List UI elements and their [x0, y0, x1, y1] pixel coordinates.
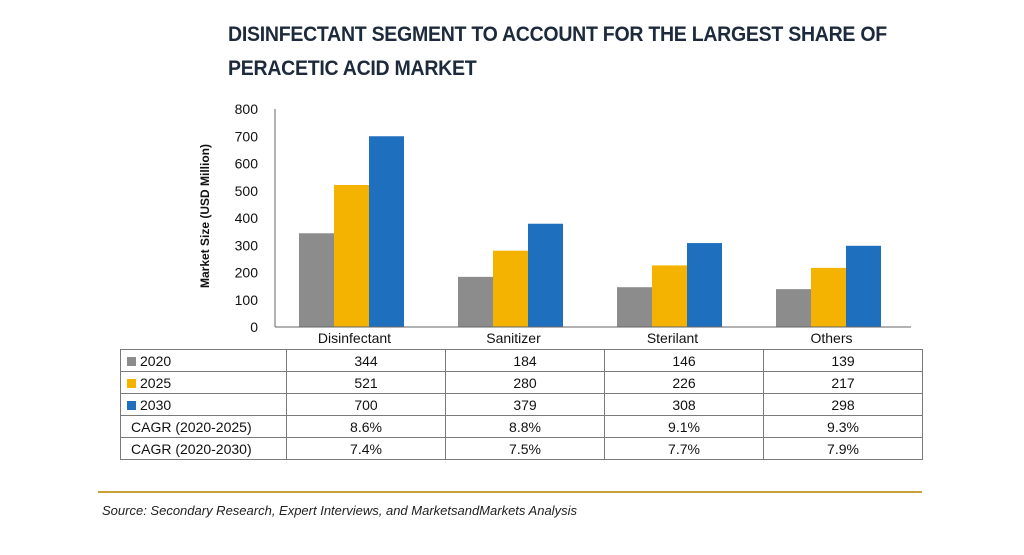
table-cell: 521 — [286, 371, 446, 394]
y-tick-label: 500 — [235, 183, 259, 199]
row-label-text: CAGR (2020-2025) — [131, 418, 252, 435]
category-label: Disinfectant — [318, 330, 391, 346]
bar-2020-others — [776, 289, 811, 327]
table-cell: 139 — [763, 349, 923, 372]
bar-2020-sanitizer — [458, 276, 493, 327]
y-axis-ticks: 0 100 200 300 400 500 600 700 800 — [235, 101, 259, 335]
y-tick-label: 600 — [235, 156, 259, 172]
table-cell: 344 — [286, 349, 446, 372]
bar-2025-sterilant — [652, 265, 687, 327]
category-label: Sanitizer — [486, 330, 541, 346]
table-cell: 379 — [445, 393, 605, 416]
table-cell: 7.7% — [604, 437, 764, 460]
bar-2025-sanitizer — [493, 250, 528, 327]
row-label: CAGR (2020-2030) — [120, 437, 287, 460]
row-label: 2030 — [120, 393, 287, 416]
y-tick-label: 400 — [235, 210, 259, 226]
table-cell: 217 — [763, 371, 923, 394]
row-label: 2025 — [120, 371, 287, 394]
table-cell: 7.5% — [445, 437, 605, 460]
legend-swatch — [127, 400, 136, 410]
bar-2030-sanitizer — [528, 223, 563, 327]
bar-2030-sterilant — [687, 243, 722, 327]
table-cell: 8.6% — [286, 415, 446, 438]
y-tick-label: 700 — [235, 128, 259, 144]
bar-2030-others — [846, 245, 881, 327]
table-cell: 184 — [445, 349, 605, 372]
y-tick-label: 200 — [235, 265, 259, 281]
table-cell: 9.3% — [763, 415, 923, 438]
bar-2025-disinfectant — [334, 185, 369, 327]
y-tick-label: 0 — [250, 319, 258, 335]
source-note: Source: Secondary Research, Expert Inter… — [102, 503, 577, 518]
category-labels: Disinfectant Sanitizer Sterilant Others — [318, 330, 853, 346]
table-cell: 280 — [445, 371, 605, 394]
table-cell: 9.1% — [604, 415, 764, 438]
row-label-text: 2020 — [140, 352, 172, 369]
row-label: CAGR (2020-2025) — [120, 415, 287, 438]
table-cell: 8.8% — [445, 415, 605, 438]
table-row-2030: 2030 700 379 308 298 — [120, 393, 923, 416]
table-cell: 146 — [604, 349, 764, 372]
category-label: Others — [810, 330, 852, 346]
table-cell: 308 — [604, 393, 764, 416]
legend-swatch — [127, 356, 136, 366]
chart-title: DISINFECTANT SEGMENT TO ACCOUNT FOR THE … — [228, 23, 887, 80]
row-label: 2020 — [120, 349, 287, 372]
y-tick-label: 800 — [235, 101, 259, 117]
row-label-text: CAGR (2020-2030) — [131, 440, 252, 457]
bar-2020-disinfectant — [299, 233, 334, 327]
row-label-text: 2025 — [140, 374, 172, 391]
y-tick-label: 300 — [235, 237, 259, 253]
table-cell: 298 — [763, 393, 923, 416]
category-label: Sterilant — [647, 330, 698, 346]
table-cell: 7.9% — [763, 437, 923, 460]
table-row-2025: 2025 521 280 226 217 — [120, 371, 923, 394]
y-tick-label: 100 — [235, 292, 259, 308]
bar-2030-disinfectant — [369, 136, 404, 327]
table-row-cagr: CAGR (2020-2030) 7.4% 7.5% 7.7% 7.9% — [120, 437, 923, 460]
table-row-cagr: CAGR (2020-2025) 8.6% 8.8% 9.1% 9.3% — [120, 415, 923, 438]
data-table: 2020 344 184 146 139 2025 521 280 226 217 2030 700 3… — [120, 349, 923, 460]
y-axis-label: Market Size (USD Million) — [198, 144, 212, 288]
axes — [274, 109, 911, 328]
table-cell: 226 — [604, 371, 764, 394]
table-cell: 700 — [286, 393, 446, 416]
table-cell: 7.4% — [286, 437, 446, 460]
bar-2020-sterilant — [617, 287, 652, 327]
bar-group — [299, 136, 881, 327]
source-divider — [98, 491, 922, 493]
bar-2025-others — [811, 267, 846, 327]
table-row-2020: 2020 344 184 146 139 — [120, 349, 923, 372]
legend-swatch — [127, 378, 136, 388]
row-label-text: 2030 — [140, 396, 172, 413]
